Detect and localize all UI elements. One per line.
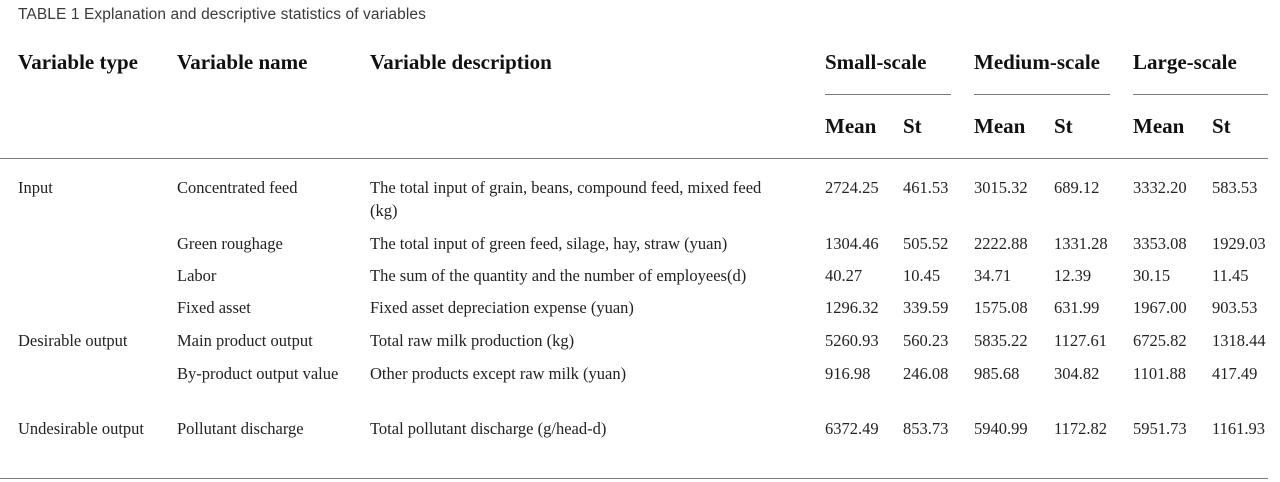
row-large-st: 903.53 <box>1212 298 1258 317</box>
header-group-small-scale: Small-scale <box>825 50 927 74</box>
row-small-mean: 2724.25 <box>825 178 879 197</box>
row-medium-mean: 985.68 <box>974 364 1020 383</box>
header-variable-type: Variable type <box>18 50 138 74</box>
row-small-st: 560.23 <box>903 331 949 350</box>
row-name: Concentrated feed <box>177 178 298 197</box>
row-large-st: 583.53 <box>1212 178 1258 197</box>
row-medium-mean: 1575.08 <box>974 298 1028 317</box>
row-type: Undesirable output <box>18 419 145 438</box>
row-name: Green roughage <box>177 234 283 253</box>
row-description: Total pollutant discharge (g/head-d) <box>370 419 607 438</box>
row-medium-st: 1127.61 <box>1054 331 1108 350</box>
row-description: The total input of green feed, silage, h… <box>370 234 728 253</box>
row-small-mean: 6372.49 <box>825 419 879 438</box>
row-large-mean: 3332.20 <box>1133 178 1187 197</box>
row-name: Fixed asset <box>177 298 251 317</box>
table-caption: TABLE 1 Explanation and descriptive stat… <box>18 6 426 23</box>
row-medium-st: 1331.28 <box>1054 234 1108 253</box>
group-rule-small <box>825 94 951 95</box>
row-medium-st: 304.82 <box>1054 364 1100 383</box>
row-medium-mean: 2222.88 <box>974 234 1028 253</box>
row-small-mean: 1304.46 <box>825 234 879 253</box>
row-small-mean: 5260.93 <box>825 331 879 350</box>
row-description: The total input of grain, beans, compoun… <box>370 178 762 220</box>
row-medium-mean: 34.71 <box>974 266 1012 285</box>
row-large-st: 1161.93 <box>1212 419 1266 438</box>
row-medium-st: 689.12 <box>1054 178 1100 197</box>
row-medium-mean: 5940.99 <box>974 419 1028 438</box>
group-rule-medium <box>974 94 1110 95</box>
row-small-st: 461.53 <box>903 178 949 197</box>
row-type: Input <box>18 178 53 197</box>
row-large-mean: 1101.88 <box>1133 364 1187 383</box>
row-description: Fixed asset depreciation expense (yuan) <box>370 298 634 317</box>
row-name: Labor <box>177 266 217 285</box>
header-st-small: St <box>903 114 922 138</box>
header-mean-small: Mean <box>825 114 877 138</box>
row-name: Main product output <box>177 331 313 350</box>
row-large-st: 1318.44 <box>1212 331 1266 350</box>
header-variable-name: Variable name <box>177 50 308 74</box>
row-large-mean: 3353.08 <box>1133 234 1187 253</box>
row-medium-st: 12.39 <box>1054 266 1092 285</box>
row-large-mean: 6725.82 <box>1133 331 1187 350</box>
row-large-mean: 5951.73 <box>1133 419 1187 438</box>
row-small-st: 853.73 <box>903 419 949 438</box>
header-st-medium: St <box>1054 114 1073 138</box>
row-large-st: 11.45 <box>1212 266 1249 285</box>
row-medium-st: 1172.82 <box>1054 419 1108 438</box>
row-medium-mean: 3015.32 <box>974 178 1028 197</box>
header-bottom-rule <box>0 158 1268 159</box>
row-small-mean: 40.27 <box>825 266 863 285</box>
header-mean-medium: Mean <box>974 114 1026 138</box>
row-small-st: 505.52 <box>903 234 949 253</box>
row-description: The sum of the quantity and the number o… <box>370 266 747 285</box>
row-small-st: 246.08 <box>903 364 949 383</box>
row-description: Other products except raw milk (yuan) <box>370 364 627 383</box>
row-small-mean: 1296.32 <box>825 298 879 317</box>
row-large-st: 1929.03 <box>1212 234 1266 253</box>
header-group-large-scale: Large-scale <box>1133 50 1237 74</box>
group-rule-large <box>1133 94 1268 95</box>
row-description: Total raw milk production (kg) <box>370 331 575 350</box>
header-mean-large: Mean <box>1133 114 1185 138</box>
header-st-large: St <box>1212 114 1231 138</box>
row-small-mean: 916.98 <box>825 364 871 383</box>
row-small-st: 10.45 <box>903 266 941 285</box>
row-large-st: 417.49 <box>1212 364 1258 383</box>
header-variable-description: Variable description <box>370 50 552 74</box>
row-name: Pollutant discharge <box>177 419 304 438</box>
row-medium-st: 631.99 <box>1054 298 1100 317</box>
header-group-medium-scale: Medium-scale <box>974 50 1100 74</box>
table-bottom-rule <box>0 478 1268 479</box>
row-large-mean: 30.15 <box>1133 266 1171 285</box>
row-name: By-product output value <box>177 364 339 383</box>
row-medium-mean: 5835.22 <box>974 331 1028 350</box>
row-small-st: 339.59 <box>903 298 949 317</box>
row-large-mean: 1967.00 <box>1133 298 1187 317</box>
row-type: Desirable output <box>18 331 128 350</box>
